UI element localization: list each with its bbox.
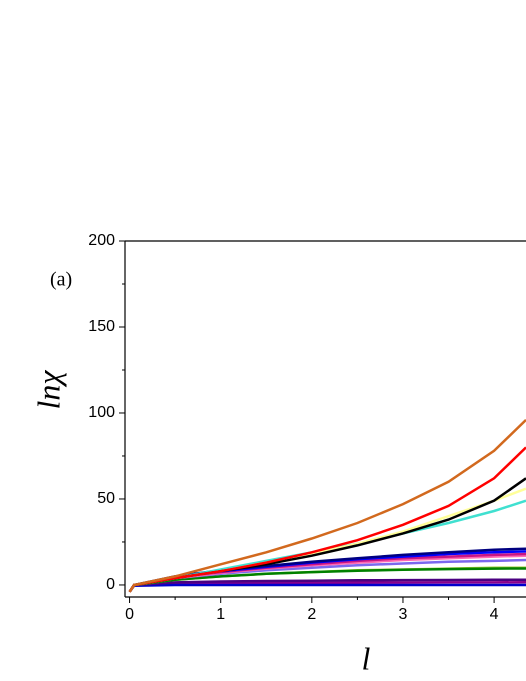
x-axis-label: l [362, 640, 371, 676]
y-tick-label: 200 [88, 232, 115, 249]
y-tick-label: 100 [88, 404, 115, 421]
x-tick-label: 2 [307, 606, 316, 623]
series-line [128, 580, 526, 593]
series-line [128, 419, 526, 593]
x-tick-label: 3 [399, 606, 408, 623]
x-tick-label: 4 [490, 606, 499, 623]
series-line [128, 578, 526, 593]
y-axis-label: lnχ [30, 370, 66, 410]
y-tick-label: 150 [88, 318, 115, 335]
x-tick-label: 0 [125, 606, 134, 623]
y-tick-label: 50 [97, 490, 115, 507]
y-tick-label: 0 [106, 576, 115, 593]
x-tick-label: 1 [216, 606, 225, 623]
panel-label: (a) [50, 269, 72, 291]
series-line [128, 583, 526, 593]
